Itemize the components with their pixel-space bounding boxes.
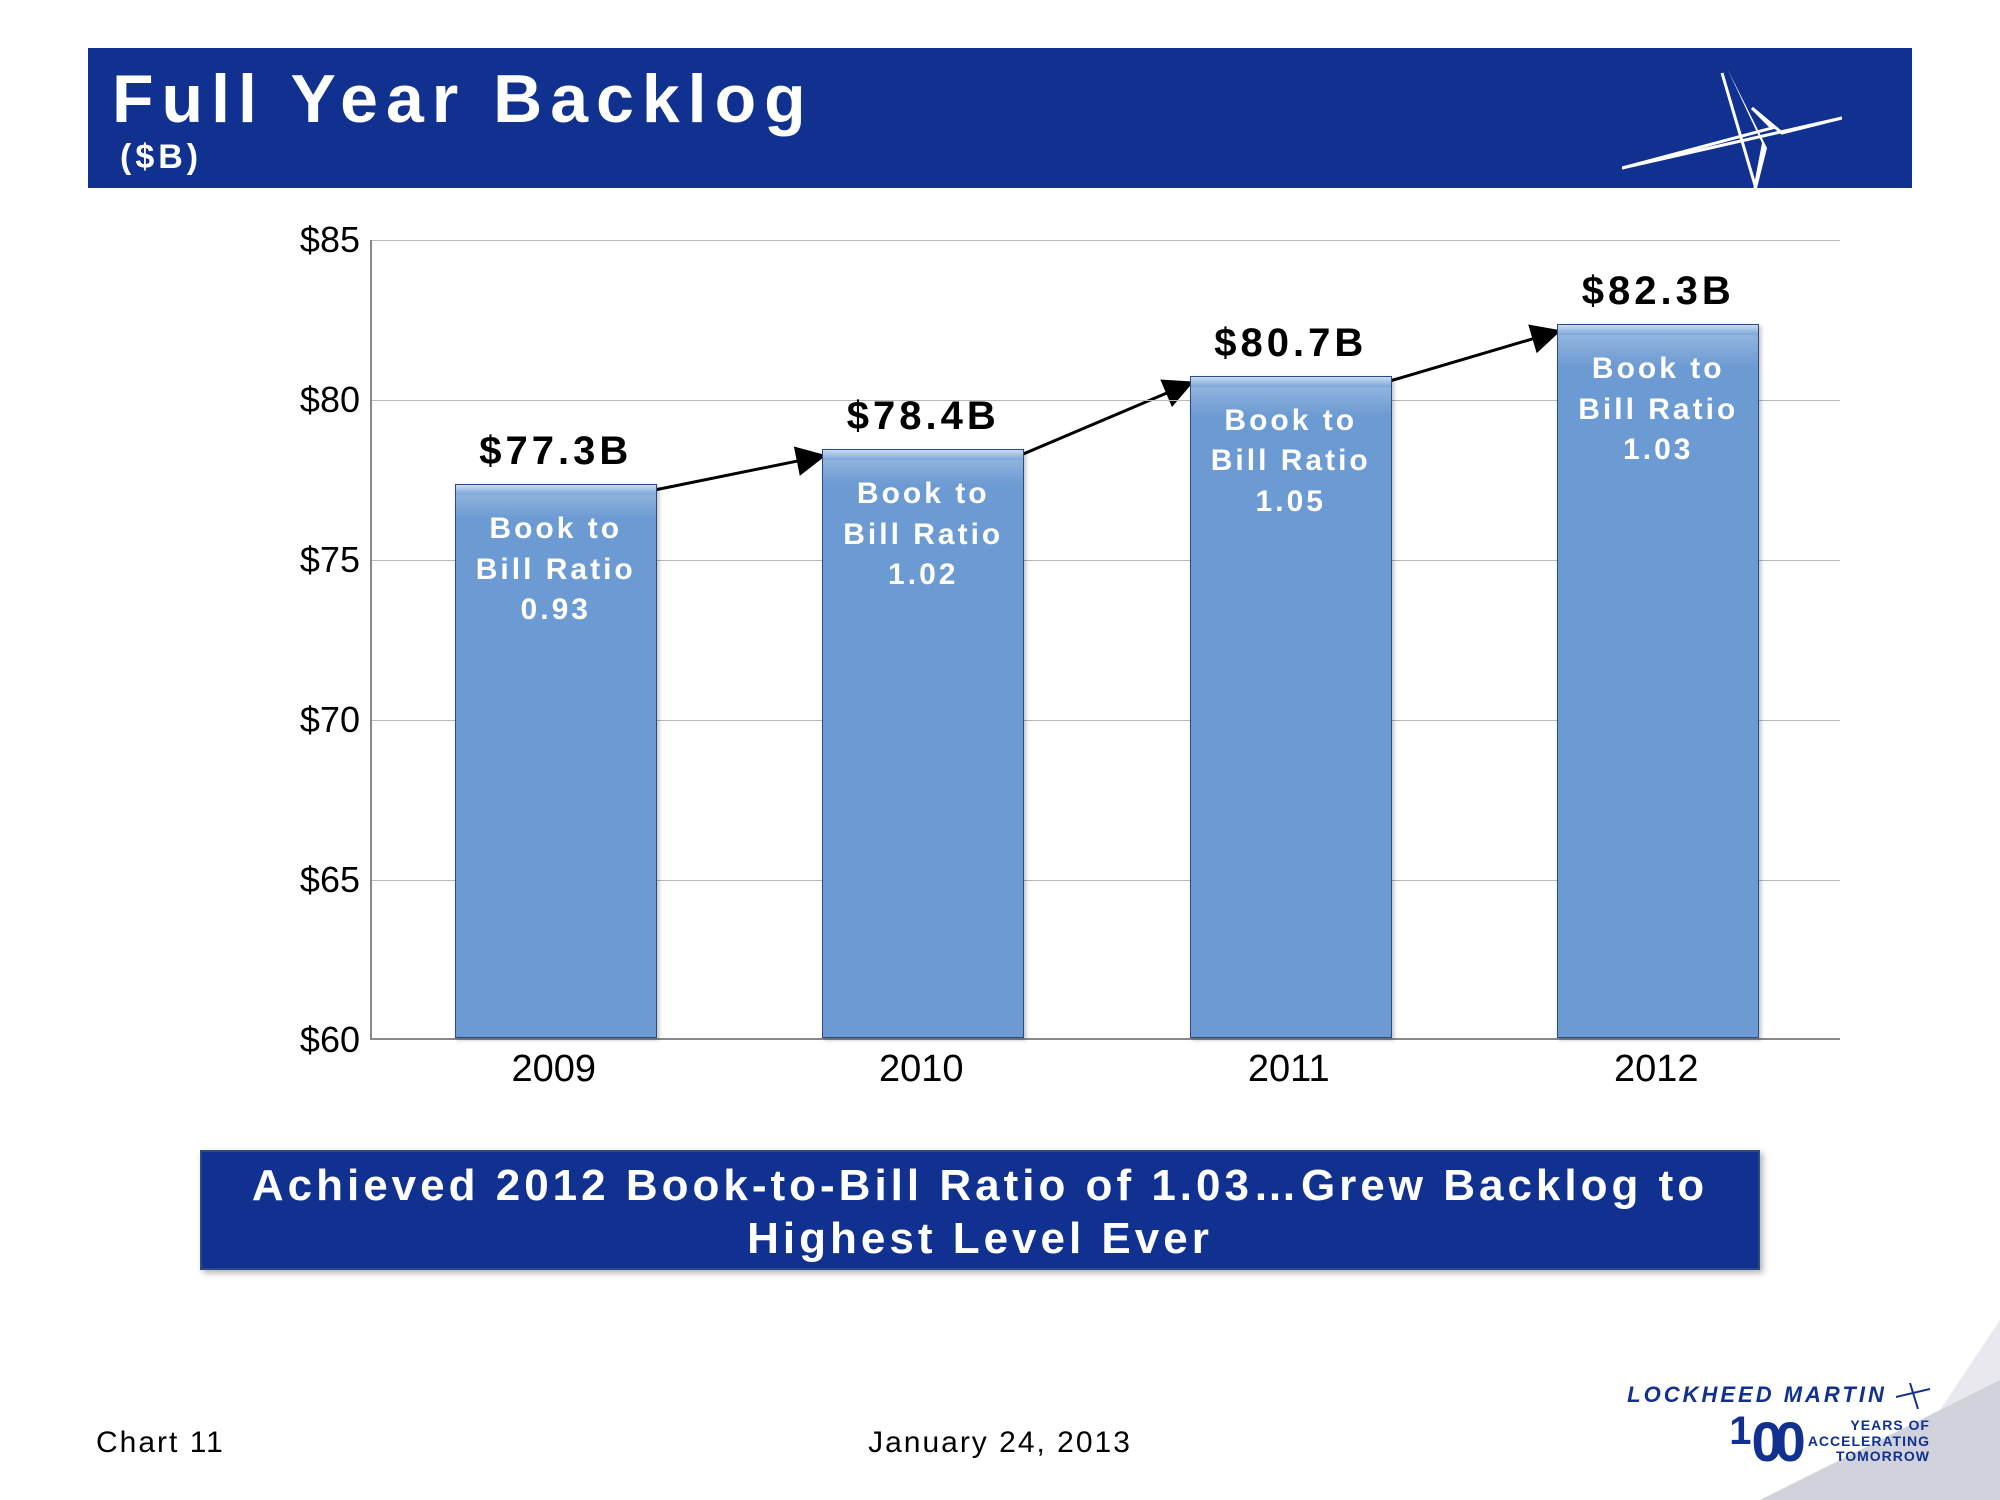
callout-text: Achieved 2012 Book-to-Bill Ratio of 1.03… xyxy=(252,1161,1708,1263)
hundred-years: 100 xyxy=(1729,1409,1798,1474)
star-logo-small-icon xyxy=(1896,1383,1930,1409)
plot-area: Book toBill Ratio0.93 $77.3B Book toBill R… xyxy=(370,240,1840,1040)
bar-2009: Book toBill Ratio0.93 xyxy=(455,484,657,1038)
bar-inner-label: Book toBill Ratio1.05 xyxy=(1191,401,1391,523)
x-tick-label: 2010 xyxy=(879,1048,964,1091)
y-tick-label: $60 xyxy=(250,1019,360,1061)
star-logo-icon xyxy=(1622,68,1842,248)
bar-inner-label: Book toBill Ratio1.03 xyxy=(1558,349,1758,471)
x-tick-label: 2011 xyxy=(1248,1048,1330,1091)
x-tick-label: 2012 xyxy=(1614,1048,1699,1091)
gridline xyxy=(372,240,1840,241)
y-tick-label: $75 xyxy=(250,539,360,581)
tagline: YEARS OF ACCELERATING TOMORROW xyxy=(1808,1418,1930,1464)
bar-value-label: $80.7B xyxy=(1214,321,1367,366)
brand-name: LOCKHEED MARTIN xyxy=(1627,1382,1887,1407)
y-tick-label: $70 xyxy=(250,699,360,741)
bar-inner-label: Book toBill Ratio0.93 xyxy=(456,509,656,631)
bar-2012: Book toBill Ratio1.03 xyxy=(1557,324,1759,1038)
bar-inner-label: Book toBill Ratio1.02 xyxy=(823,474,1023,596)
y-tick-label: $65 xyxy=(250,859,360,901)
y-tick-label: $80 xyxy=(250,379,360,421)
backlog-bar-chart: Book toBill Ratio0.93 $77.3B Book toBill R… xyxy=(240,240,1840,1120)
bar-value-label: $82.3B xyxy=(1582,269,1735,314)
footer-date: January 24, 2013 xyxy=(868,1426,1132,1460)
title-bar: Full Year Backlog ($B) xyxy=(88,48,1912,188)
callout-banner: Achieved 2012 Book-to-Bill Ratio of 1.03… xyxy=(200,1150,1760,1270)
bar-value-label: $78.4B xyxy=(847,394,1000,439)
footer-chart-number: Chart 11 xyxy=(96,1426,225,1460)
bar-2011: Book toBill Ratio1.05 xyxy=(1190,376,1392,1038)
bar-2010: Book toBill Ratio1.02 xyxy=(822,449,1024,1038)
x-tick-label: 2009 xyxy=(511,1048,596,1091)
y-tick-label: $85 xyxy=(250,219,360,261)
brand-logo: LOCKHEED MARTIN 100 YEARS OF ACCELERATIN… xyxy=(1627,1382,1930,1474)
bar-value-label: $77.3B xyxy=(479,429,632,474)
